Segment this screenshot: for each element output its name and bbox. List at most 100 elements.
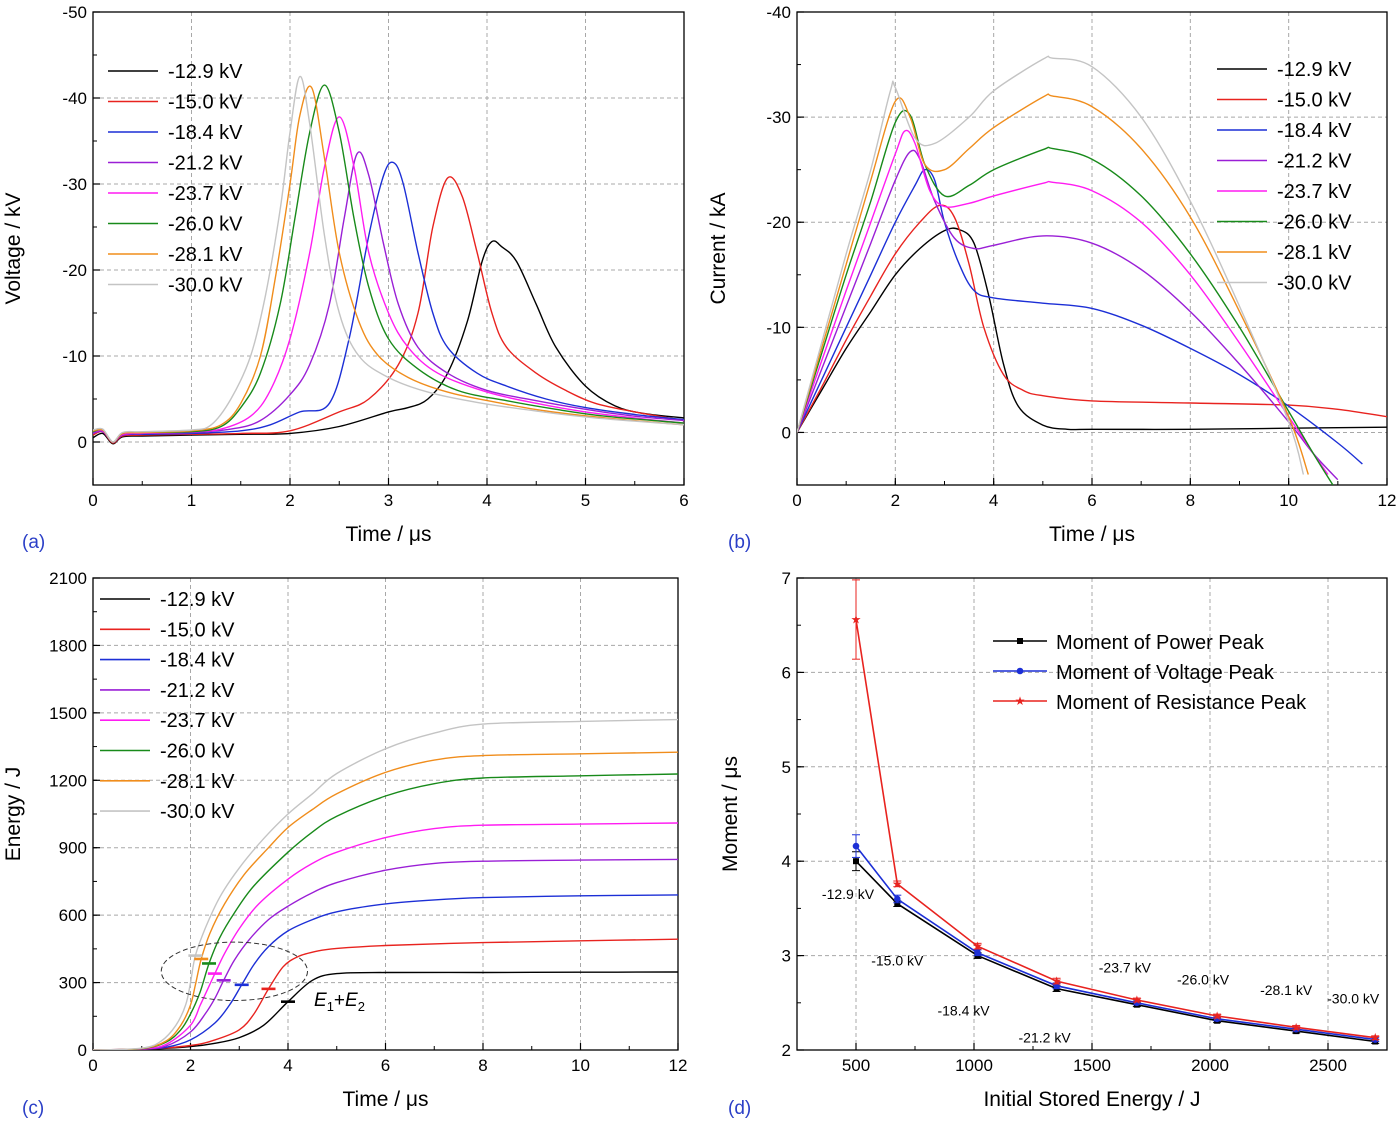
x-tick-label: 1500 xyxy=(1073,1056,1111,1075)
point-label: -28.1 kV xyxy=(1260,982,1313,998)
x-axis-label: Time / μs xyxy=(343,1088,429,1111)
panel-c-energy-chart: 0 2 4 6 8 10 12 0 300 600 900 1200 1500 1800 2100 Time … xyxy=(2,569,687,1111)
panel-b-current-chart: 0 2 4 6 8 10 12 0 -10 -20 -30 -40 Time / μs Current /… xyxy=(707,3,1396,546)
legend-entry: -28.1 kV xyxy=(168,244,243,266)
y-tick-label: 7 xyxy=(782,569,791,588)
legend-entry: -12.9 kV xyxy=(160,589,235,611)
y-tick-label: -40 xyxy=(62,89,87,108)
point-label: -23.7 kV xyxy=(1099,960,1152,976)
x-tick-label: 1000 xyxy=(955,1056,993,1075)
series-line xyxy=(797,204,1387,433)
legend-entry: -21.2 kV xyxy=(168,153,243,175)
x-tick-label: 1 xyxy=(187,491,196,510)
series-line xyxy=(797,55,1305,475)
series-group: ★ ★ ★ ★ ★ ★ ★ ★ xyxy=(851,579,1381,1045)
legend-entry: -18.4 kV xyxy=(1277,120,1352,142)
y-tick-label: 300 xyxy=(59,974,87,993)
series-line xyxy=(855,860,1376,1043)
legend-entry: -12.9 kV xyxy=(1277,59,1352,81)
legend-entry: -30.0 kV xyxy=(168,275,243,297)
x-tick-label: 0 xyxy=(88,1056,97,1075)
energy-annotation: E1+E2 xyxy=(314,990,365,1014)
series-line xyxy=(93,176,684,444)
x-tick-label: 12 xyxy=(1378,491,1397,510)
x-tick-label: 4 xyxy=(482,491,491,510)
legend-entry: -21.2 kV xyxy=(1277,151,1352,173)
x-tick-label: 3 xyxy=(384,491,393,510)
data-point-star: ★ xyxy=(972,939,983,953)
panel-label-d: (d) xyxy=(728,1098,751,1119)
x-tick-label: 5 xyxy=(581,491,590,510)
x-tick-label: 500 xyxy=(842,1056,870,1075)
series-line xyxy=(855,619,1376,1039)
x-tick-label: 4 xyxy=(283,1056,292,1075)
legend-marker: ★ xyxy=(1015,694,1026,708)
data-point-star: ★ xyxy=(1291,1020,1302,1034)
legend-entry: Moment of Power Peak xyxy=(1056,632,1265,654)
y-axis-label: Voltage / kV xyxy=(2,192,25,304)
panel-label-c: (c) xyxy=(22,1098,44,1119)
y-tick-label: 0 xyxy=(78,433,87,452)
y-tick-label: 3 xyxy=(782,947,791,966)
point-label: -12.9 kV xyxy=(822,886,875,902)
series-line xyxy=(797,109,1334,485)
series-line xyxy=(93,858,678,1050)
legend-entry: -23.7 kV xyxy=(160,710,235,732)
y-tick-label: 1200 xyxy=(49,771,87,790)
data-point-square xyxy=(853,858,859,865)
data-point-circle xyxy=(852,842,860,850)
legend-entry: -23.7 kV xyxy=(168,183,243,205)
x-axis-label: Time / μs xyxy=(346,523,432,546)
y-tick-label: 0 xyxy=(782,423,791,442)
y-tick-label: 2 xyxy=(782,1041,791,1060)
x-tick-label: 10 xyxy=(571,1056,590,1075)
y-tick-label: 1800 xyxy=(49,636,87,655)
legend-marker xyxy=(1016,667,1024,675)
y-axis-label: Moment / μs xyxy=(719,756,742,872)
legend-entry: -15.0 kV xyxy=(168,92,243,114)
legend-entry: -23.7 kV xyxy=(1277,181,1352,203)
y-tick-label: 5 xyxy=(782,758,791,777)
panel-label-b: (b) xyxy=(728,532,751,553)
panel-d-moment-chart: 500 1000 1500 2000 2500 2 3 4 5 6 7 Initial Stored … xyxy=(719,569,1388,1111)
data-point-star: ★ xyxy=(1370,1031,1381,1045)
y-axis-label: Energy / J xyxy=(2,767,25,862)
panel-label-a: (a) xyxy=(22,532,45,553)
x-tick-label: 4 xyxy=(989,491,998,510)
series-line xyxy=(93,822,678,1050)
legend-entry: -21.2 kV xyxy=(160,680,235,702)
legend: -12.9 kV -15.0 kV -18.4 kV -21.2 kV -23.7 kV… xyxy=(1217,59,1352,295)
y-tick-label: 600 xyxy=(59,906,87,925)
series-line xyxy=(93,116,684,443)
legend-entry: Moment of Voltage Peak xyxy=(1056,662,1275,684)
x-tick-label: 2 xyxy=(186,1056,195,1075)
series-line xyxy=(797,168,1363,465)
series-line xyxy=(93,938,678,1050)
x-tick-label: 0 xyxy=(88,491,97,510)
y-tick-label: 2100 xyxy=(49,569,87,588)
y-axis-label: Current / kA xyxy=(707,192,730,304)
y-tick-label: -30 xyxy=(766,108,791,127)
x-axis-label: Initial Stored Energy / J xyxy=(983,1088,1200,1111)
point-label: -30.0 kV xyxy=(1327,991,1380,1007)
series-line xyxy=(93,773,678,1050)
point-label: -15.0 kV xyxy=(871,953,924,969)
annotation-ellipse xyxy=(160,941,308,1002)
legend-entry: -26.0 kV xyxy=(1277,212,1352,234)
legend-entry: Moment of Resistance Peak xyxy=(1056,692,1307,714)
x-tick-label: 6 xyxy=(1087,491,1096,510)
y-tick-label: 1500 xyxy=(49,704,87,723)
legend-entry: -28.1 kV xyxy=(1277,242,1352,264)
x-tick-label: 2500 xyxy=(1309,1056,1347,1075)
series-line xyxy=(93,85,684,443)
y-tick-label: 4 xyxy=(782,852,791,871)
y-tick-label: -20 xyxy=(766,213,791,232)
x-tick-label: 12 xyxy=(669,1056,688,1075)
plot-frame xyxy=(796,11,1388,486)
x-tick-label: 8 xyxy=(1186,491,1195,510)
x-tick-label: 6 xyxy=(679,491,688,510)
legend-entry: -18.4 kV xyxy=(160,650,235,672)
panel-a-voltage-chart: 0 1 2 3 4 5 6 0 -10 -20 -30 -40 -50 Time / μs Voltage … xyxy=(2,3,689,546)
data-point-star: ★ xyxy=(1212,1009,1223,1023)
